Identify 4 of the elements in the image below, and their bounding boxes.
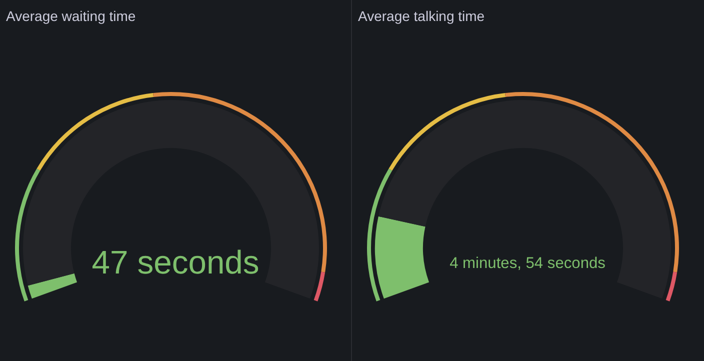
text: 47 seconds — [92, 243, 260, 280]
text: 4 minutes, 54 seconds — [450, 255, 606, 272]
chart-title: Average talking time — [358, 8, 485, 24]
chart-title: Average waiting time — [6, 8, 136, 24]
